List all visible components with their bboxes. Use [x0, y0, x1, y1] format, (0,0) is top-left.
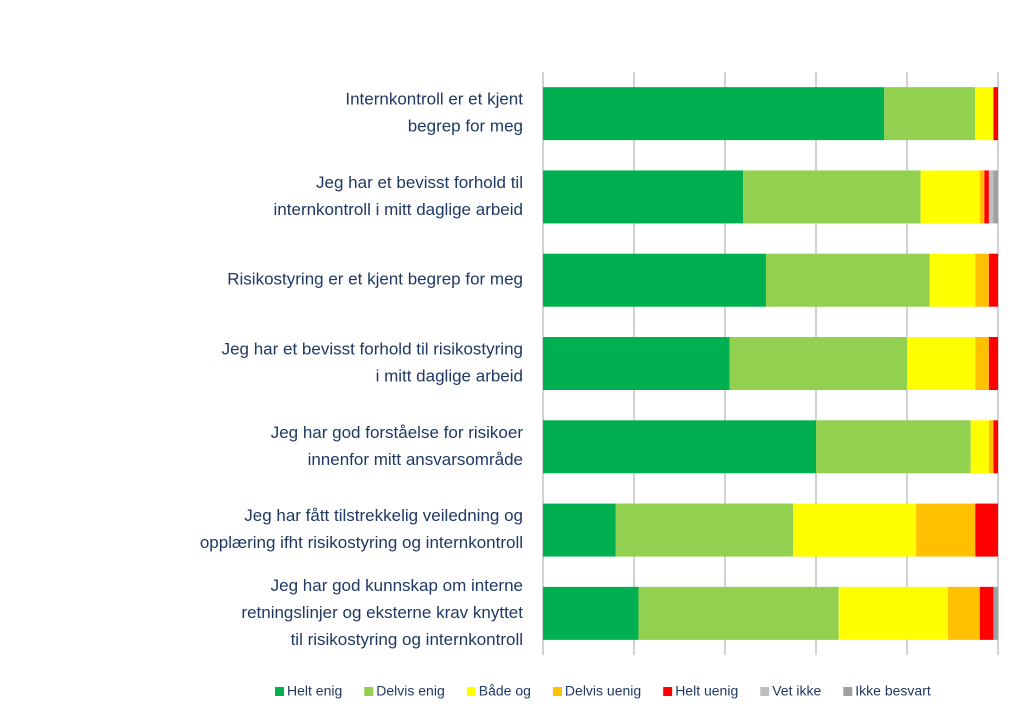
bar-segment — [988, 253, 998, 307]
bar-segment — [793, 503, 917, 557]
bar-segment — [993, 87, 998, 141]
legend-label: Vet ikke — [772, 683, 821, 699]
bar-segment — [929, 253, 976, 307]
legend-swatch — [275, 687, 284, 696]
category-label: opplæring ifht risikostyring og internko… — [200, 533, 523, 552]
legend-label: Ikke besvart — [855, 683, 931, 699]
bar-segment — [615, 503, 794, 557]
category-label: Jeg har god forståelse for risikoer — [271, 423, 524, 442]
category-label: Risikostyring er et kjent begrep for meg — [227, 270, 523, 289]
legend-swatch — [466, 687, 476, 696]
bar-segment — [543, 586, 639, 640]
bar-segment — [975, 253, 989, 307]
bar-segment — [543, 337, 730, 390]
category-label: Jeg har et bevisst forhold til — [316, 173, 523, 192]
bar-segment — [838, 586, 948, 640]
bar-segment — [988, 420, 994, 474]
legend-label: Både og — [479, 683, 531, 699]
legend-label: Helt uenig — [675, 683, 738, 699]
bar-segment — [988, 337, 998, 390]
category-label: i mitt daglige arbeid — [376, 366, 523, 385]
category-label: til risikostyring og internkontroll — [291, 630, 523, 649]
legend-label: Delvis uenig — [565, 683, 641, 699]
bar-segment — [729, 337, 907, 390]
category-label: Jeg har god kunnskap om interne — [271, 576, 523, 595]
bar-segment — [984, 170, 989, 224]
bar-segment — [920, 170, 980, 224]
bar-segment — [970, 420, 989, 474]
bar-segment — [638, 586, 839, 640]
category-label: innenfor mitt ansvarsområde — [308, 450, 523, 469]
bar-segment — [543, 87, 885, 141]
bar-segment — [884, 87, 976, 141]
category-label: internkontroll i mitt daglige arbeid — [274, 200, 523, 219]
bar-segment — [743, 170, 921, 224]
legend-swatch — [552, 687, 562, 696]
bar-segment — [543, 503, 616, 557]
legend-swatch — [843, 687, 853, 696]
bar-segment — [975, 87, 994, 141]
category-label: Internkontroll er et kjent — [345, 90, 523, 109]
bar-segment — [543, 170, 744, 224]
bar-segment — [988, 170, 994, 224]
bar-segment — [993, 420, 998, 474]
bar-segment — [543, 253, 766, 307]
category-label: Jeg har et bevisst forhold til risikosty… — [222, 339, 523, 358]
bar-segment — [947, 586, 980, 640]
legend-swatch — [663, 687, 673, 696]
bar-segment — [916, 503, 976, 557]
bar-segment — [993, 170, 998, 224]
bar-segment — [979, 170, 985, 224]
legend-label: Helt enig — [287, 683, 342, 699]
bar-segment — [907, 337, 976, 390]
category-label: Jeg har fått tilstrekkelig veiledning og — [244, 506, 523, 525]
legend-label: Delvis enig — [376, 683, 444, 699]
bar-segment — [993, 586, 998, 640]
bar-segment — [765, 253, 930, 307]
bar-segment — [979, 586, 994, 640]
bar-segment — [543, 420, 816, 474]
category-label: begrep for meg — [408, 117, 523, 136]
category-label: retningslinjer og eksterne krav knyttet — [241, 603, 523, 622]
bar-segment — [975, 337, 989, 390]
bar-segment — [816, 420, 971, 474]
legend-swatch — [364, 687, 374, 696]
legend-swatch — [760, 687, 770, 696]
bar-segment — [975, 503, 998, 557]
